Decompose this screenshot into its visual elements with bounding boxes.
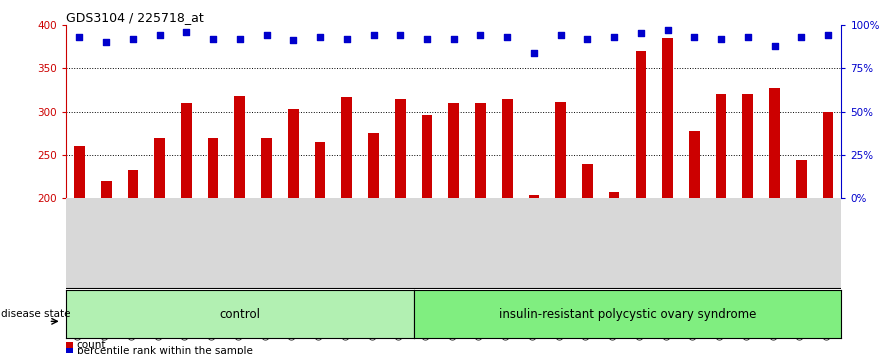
Point (767, 43, 781, 48)
Bar (823, 112, 833, 198)
Point (152, 32, 167, 38)
Bar (100, 181, 112, 198)
Bar (395, 98, 405, 198)
Text: count: count (77, 340, 106, 350)
Bar (128, 171, 138, 198)
Bar (208, 137, 218, 198)
Bar (181, 103, 192, 198)
Point (794, 34, 808, 40)
Point (72, 34, 86, 40)
Bar (769, 88, 780, 198)
Text: percentile rank within the sample: percentile rank within the sample (77, 346, 253, 354)
Bar (609, 192, 619, 198)
Point (180, 29, 194, 35)
Point (607, 34, 621, 40)
Point (714, 36, 728, 41)
Text: control: control (219, 308, 261, 321)
Bar (234, 96, 245, 198)
Bar (262, 137, 272, 198)
Bar (422, 115, 433, 198)
Point (126, 36, 140, 41)
Bar (635, 51, 646, 198)
Bar (796, 160, 807, 198)
Bar (154, 137, 165, 198)
Point (687, 34, 701, 40)
Bar (715, 94, 727, 198)
Bar (342, 97, 352, 198)
Point (420, 36, 434, 41)
Bar (582, 164, 593, 198)
Point (661, 27, 675, 33)
Bar (288, 109, 299, 198)
Text: disease state: disease state (1, 309, 70, 319)
Point (233, 36, 247, 41)
Point (260, 32, 274, 38)
Point (473, 32, 487, 38)
Bar (663, 38, 673, 198)
Bar (74, 146, 85, 198)
Bar (315, 142, 325, 198)
Bar (475, 103, 485, 198)
Text: insulin-resistant polycystic ovary syndrome: insulin-resistant polycystic ovary syndr… (499, 308, 756, 321)
Point (286, 38, 300, 43)
Point (100, 39, 114, 45)
Point (500, 34, 515, 40)
Point (553, 32, 567, 38)
Point (741, 34, 755, 40)
Bar (689, 131, 700, 198)
Bar (448, 103, 459, 198)
Point (821, 32, 835, 38)
Point (206, 36, 220, 41)
Point (340, 36, 354, 41)
Bar (529, 195, 539, 198)
Bar (368, 133, 379, 198)
Point (313, 34, 327, 40)
Text: GDS3104 / 225718_at: GDS3104 / 225718_at (66, 11, 204, 24)
Point (393, 32, 407, 38)
Bar (502, 98, 513, 198)
Point (633, 30, 648, 36)
Point (581, 36, 595, 41)
Point (447, 36, 461, 41)
Bar (743, 94, 753, 198)
Point (366, 32, 381, 38)
Point (527, 50, 541, 55)
Bar (555, 102, 566, 198)
